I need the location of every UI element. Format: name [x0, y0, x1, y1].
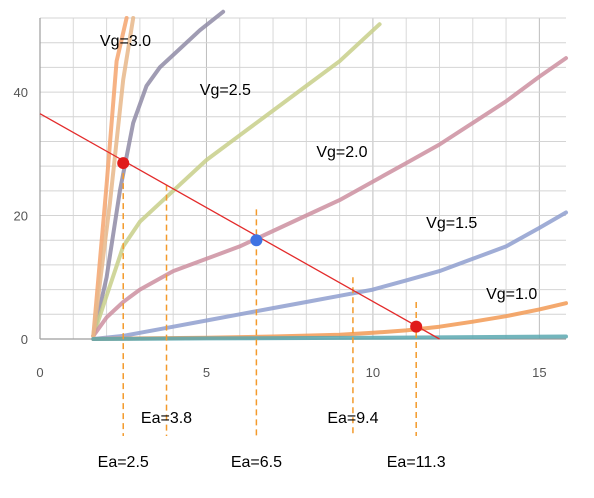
series-line — [91, 301, 568, 341]
curve-labels: Vg=3.0 Vg=2.5 Vg=2.0 Vg=1.5 Vg=1.0 — [100, 33, 537, 303]
operating-point — [250, 234, 263, 247]
x-tick-label: 5 — [203, 365, 210, 380]
x-tick-label: 15 — [532, 365, 546, 380]
curve-label: Vg=3.0 — [100, 33, 151, 50]
operating-point — [117, 157, 130, 170]
series-line — [91, 210, 568, 341]
load-line — [39, 113, 440, 340]
ea-label: Ea=2.5 — [98, 454, 149, 471]
series-line — [91, 9, 226, 338]
y-tick-label: 40 — [14, 85, 28, 100]
series-line — [91, 56, 568, 338]
ea-guide-lines — [122, 163, 417, 436]
y-tick-label: 0 — [21, 332, 28, 347]
ea-label: Ea=11.3 — [387, 454, 446, 471]
vg-curves — [91, 9, 568, 341]
series-line — [91, 16, 136, 338]
operating-points — [117, 157, 423, 333]
curve-label: Vg=1.5 — [426, 215, 477, 232]
operating-point — [410, 320, 423, 333]
curve-label: Vg=2.0 — [316, 144, 367, 161]
curve-label: Vg=1.0 — [486, 286, 537, 303]
series-line — [91, 334, 568, 341]
curve-label: Vg=2.5 — [200, 82, 251, 99]
series-line — [91, 22, 382, 338]
tick-labels: 0 5 10 15 0 20 40 — [14, 85, 547, 380]
ea-label: Ea=3.8 — [141, 410, 192, 427]
x-tick-label: 10 — [366, 365, 380, 380]
grid — [39, 17, 566, 340]
ea-labels: Ea=2.5 Ea=3.8 Ea=6.5 Ea=9.4 Ea=11.3 — [98, 410, 446, 471]
series-line — [91, 16, 129, 338]
ea-label: Ea=6.5 — [231, 454, 282, 471]
load-line-segment — [39, 113, 440, 340]
ea-label: Ea=9.4 — [327, 410, 378, 427]
x-tick-label: 0 — [36, 365, 43, 380]
y-tick-label: 20 — [14, 209, 28, 224]
